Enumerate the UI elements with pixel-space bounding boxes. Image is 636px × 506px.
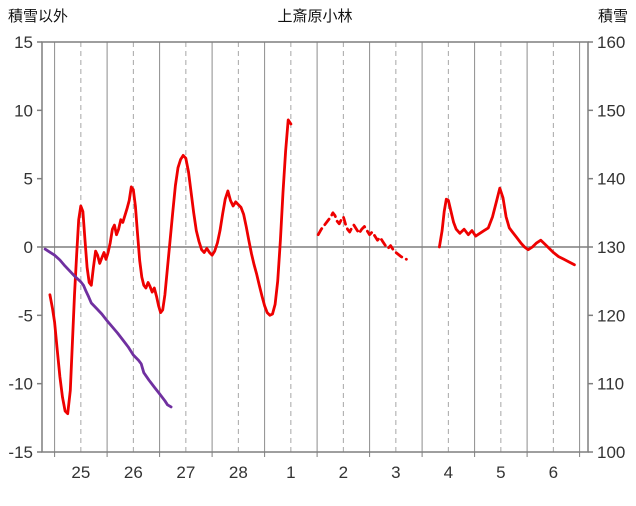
x-axis-tick-label: 2 xyxy=(339,463,348,482)
series-line-purple xyxy=(43,247,173,409)
left-axis-title: 積雪以外 xyxy=(8,8,69,25)
y-left-tick-label: 15 xyxy=(14,33,33,52)
x-axis-tick-label: 26 xyxy=(124,463,143,482)
x-axis-tick-label: 6 xyxy=(549,463,558,482)
x-axis-tick-label: 5 xyxy=(496,463,505,482)
plot-border xyxy=(41,41,589,453)
x-axis-tick-label: 4 xyxy=(444,463,453,482)
y-right-tick-label: 110 xyxy=(597,375,624,394)
x-axis-tick-label: 28 xyxy=(229,463,248,482)
y-left-tick-label: -15 xyxy=(8,443,33,462)
chart-title: 上斎原小林 xyxy=(277,8,353,25)
y-left-tick-label: -5 xyxy=(18,306,33,325)
series-line-red xyxy=(316,211,408,261)
y-right-tick-label: 140 xyxy=(597,170,625,189)
y-left-tick-label: 0 xyxy=(24,238,33,257)
y-right-tick-label: 100 xyxy=(597,443,625,462)
x-axis-tick-label: 25 xyxy=(71,463,90,482)
right-axis-title: 積雪 xyxy=(597,8,628,25)
x-axis-tick-label: 1 xyxy=(286,463,295,482)
y-right-tick-label: 130 xyxy=(597,238,625,257)
y-right-tick-label: 160 xyxy=(597,33,625,52)
y-right-tick-label: 120 xyxy=(597,306,625,325)
y-left-tick-label: 5 xyxy=(24,170,33,189)
y-left-tick-label: 10 xyxy=(14,101,33,120)
series-line-red xyxy=(438,186,576,267)
x-axis-tick-label: 27 xyxy=(176,463,195,482)
x-axis-tick-label: 3 xyxy=(391,463,400,482)
series-line-red xyxy=(48,118,293,416)
y-left-tick-label: -10 xyxy=(8,375,33,394)
y-right-tick-label: 150 xyxy=(597,101,625,120)
